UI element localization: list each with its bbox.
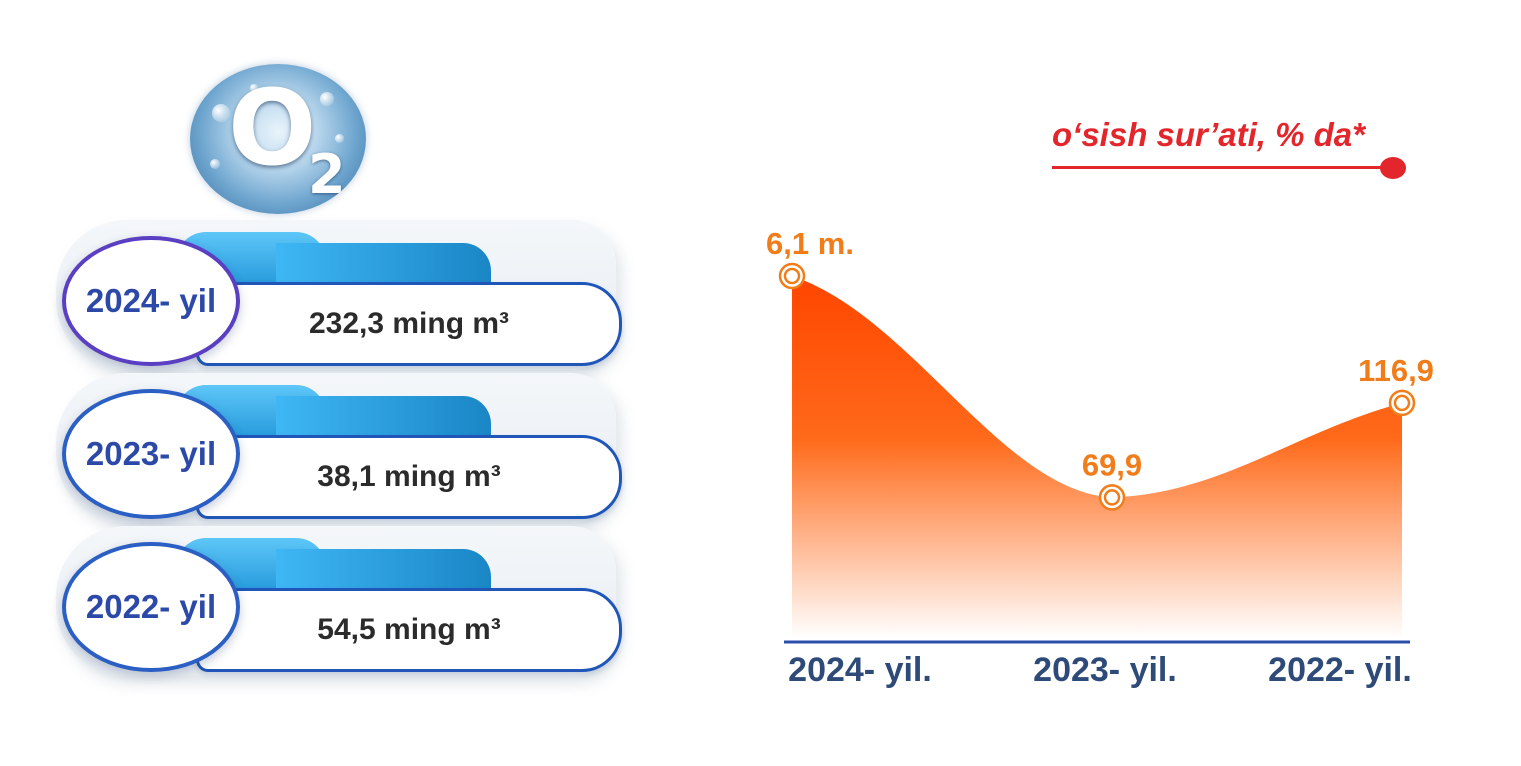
card-value-box: 232,3 ming m³ xyxy=(196,282,622,366)
o2-bubble-logo: O 2 xyxy=(190,64,366,214)
data-point-marker xyxy=(1098,484,1126,511)
legend-label: o‘sish sur’ati, % da* xyxy=(1052,116,1365,153)
card-value-box: 54,5 ming m³ xyxy=(196,588,622,672)
card-year-badge: 2024- yil xyxy=(62,236,240,366)
card-year-badge: 2022- yil xyxy=(62,542,240,672)
logo-subscript: 2 xyxy=(308,143,346,206)
year-card-2023: 38,1 ming m³ 2023- yil xyxy=(56,373,626,523)
area-series xyxy=(792,276,1402,638)
legend-marker xyxy=(1380,157,1406,179)
card-value: 232,3 ming m³ xyxy=(308,307,510,340)
card-value-box: 38,1 ming m³ xyxy=(196,435,622,519)
data-label: 69,9 xyxy=(1082,447,1142,482)
data-label: 116,9 xyxy=(1358,353,1434,388)
x-tick-label: 2023- yil. xyxy=(1033,651,1177,689)
card-year-label: 2022- yil xyxy=(85,588,217,625)
year-card-2022: 54,5 ming m³ 2022- yil xyxy=(56,526,626,676)
data-label: 6,1 m. xyxy=(766,226,854,261)
data-point-marker xyxy=(778,262,806,290)
card-year-badge: 2023- yil xyxy=(62,389,240,519)
growth-area-chart: 6,1 m. 69,9 116,9 2024- yil. 2023- yil. 2022… xyxy=(766,226,1434,689)
card-value: 54,5 ming m³ xyxy=(317,613,501,646)
card-year-label: 2024- yil xyxy=(85,282,217,319)
year-card-2024: 232,3 ming m³ 2024- yil xyxy=(56,220,626,370)
logo-o-letter: O xyxy=(228,67,317,189)
card-value: 38,1 ming m³ xyxy=(317,460,501,493)
legend-line xyxy=(1052,166,1392,169)
card-year-label: 2023- yil xyxy=(85,435,217,472)
x-tick-label: 2024- yil. xyxy=(788,651,932,689)
data-point-marker xyxy=(1388,389,1416,417)
x-tick-label: 2022- yil. xyxy=(1268,651,1412,689)
